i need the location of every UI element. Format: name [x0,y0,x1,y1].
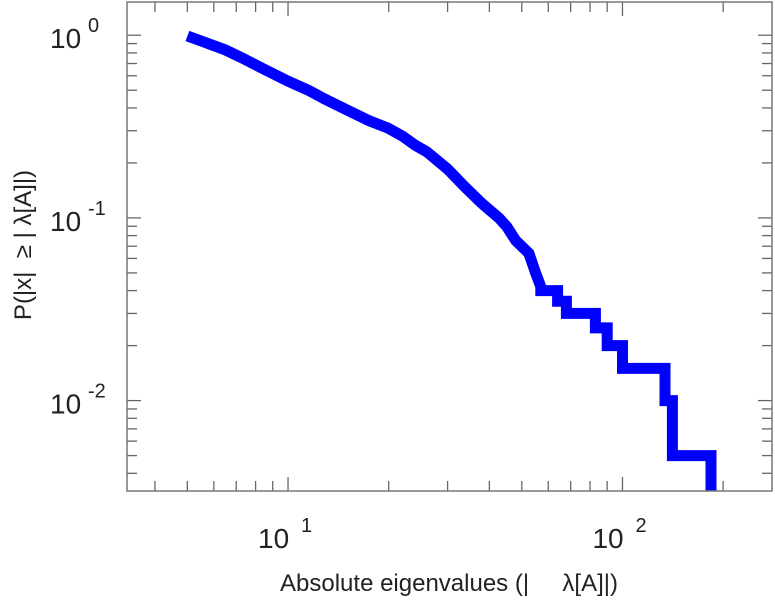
y-tick-label: 10 [50,23,81,54]
x-tick-labels: 10 1 10 2 [258,515,647,554]
y-tick-label-exponent: 0 [88,15,99,37]
y-tick-labels: 10 0 10 -1 10 -2 [50,15,106,419]
y-axis-label: P(|x| ≥ | λ[A]|) [10,170,37,320]
y-tick-label: 10 [50,206,81,237]
x-tick-label: 10 [592,523,623,554]
y-tick-label: 10 [50,389,81,420]
x-tick-label-exponent: 2 [635,515,646,537]
y-tick-label-exponent: -2 [88,381,106,403]
series-line [185,30,717,491]
plot-frame [126,1,773,492]
x-tick-label: 10 [258,523,289,554]
axis-ticks [127,2,772,491]
x-axis-label: Absolute eigenvalues (| λ[A]|) [280,570,618,597]
x-tick-label-exponent: 1 [301,515,312,537]
y-tick-label-exponent: -1 [88,198,106,220]
